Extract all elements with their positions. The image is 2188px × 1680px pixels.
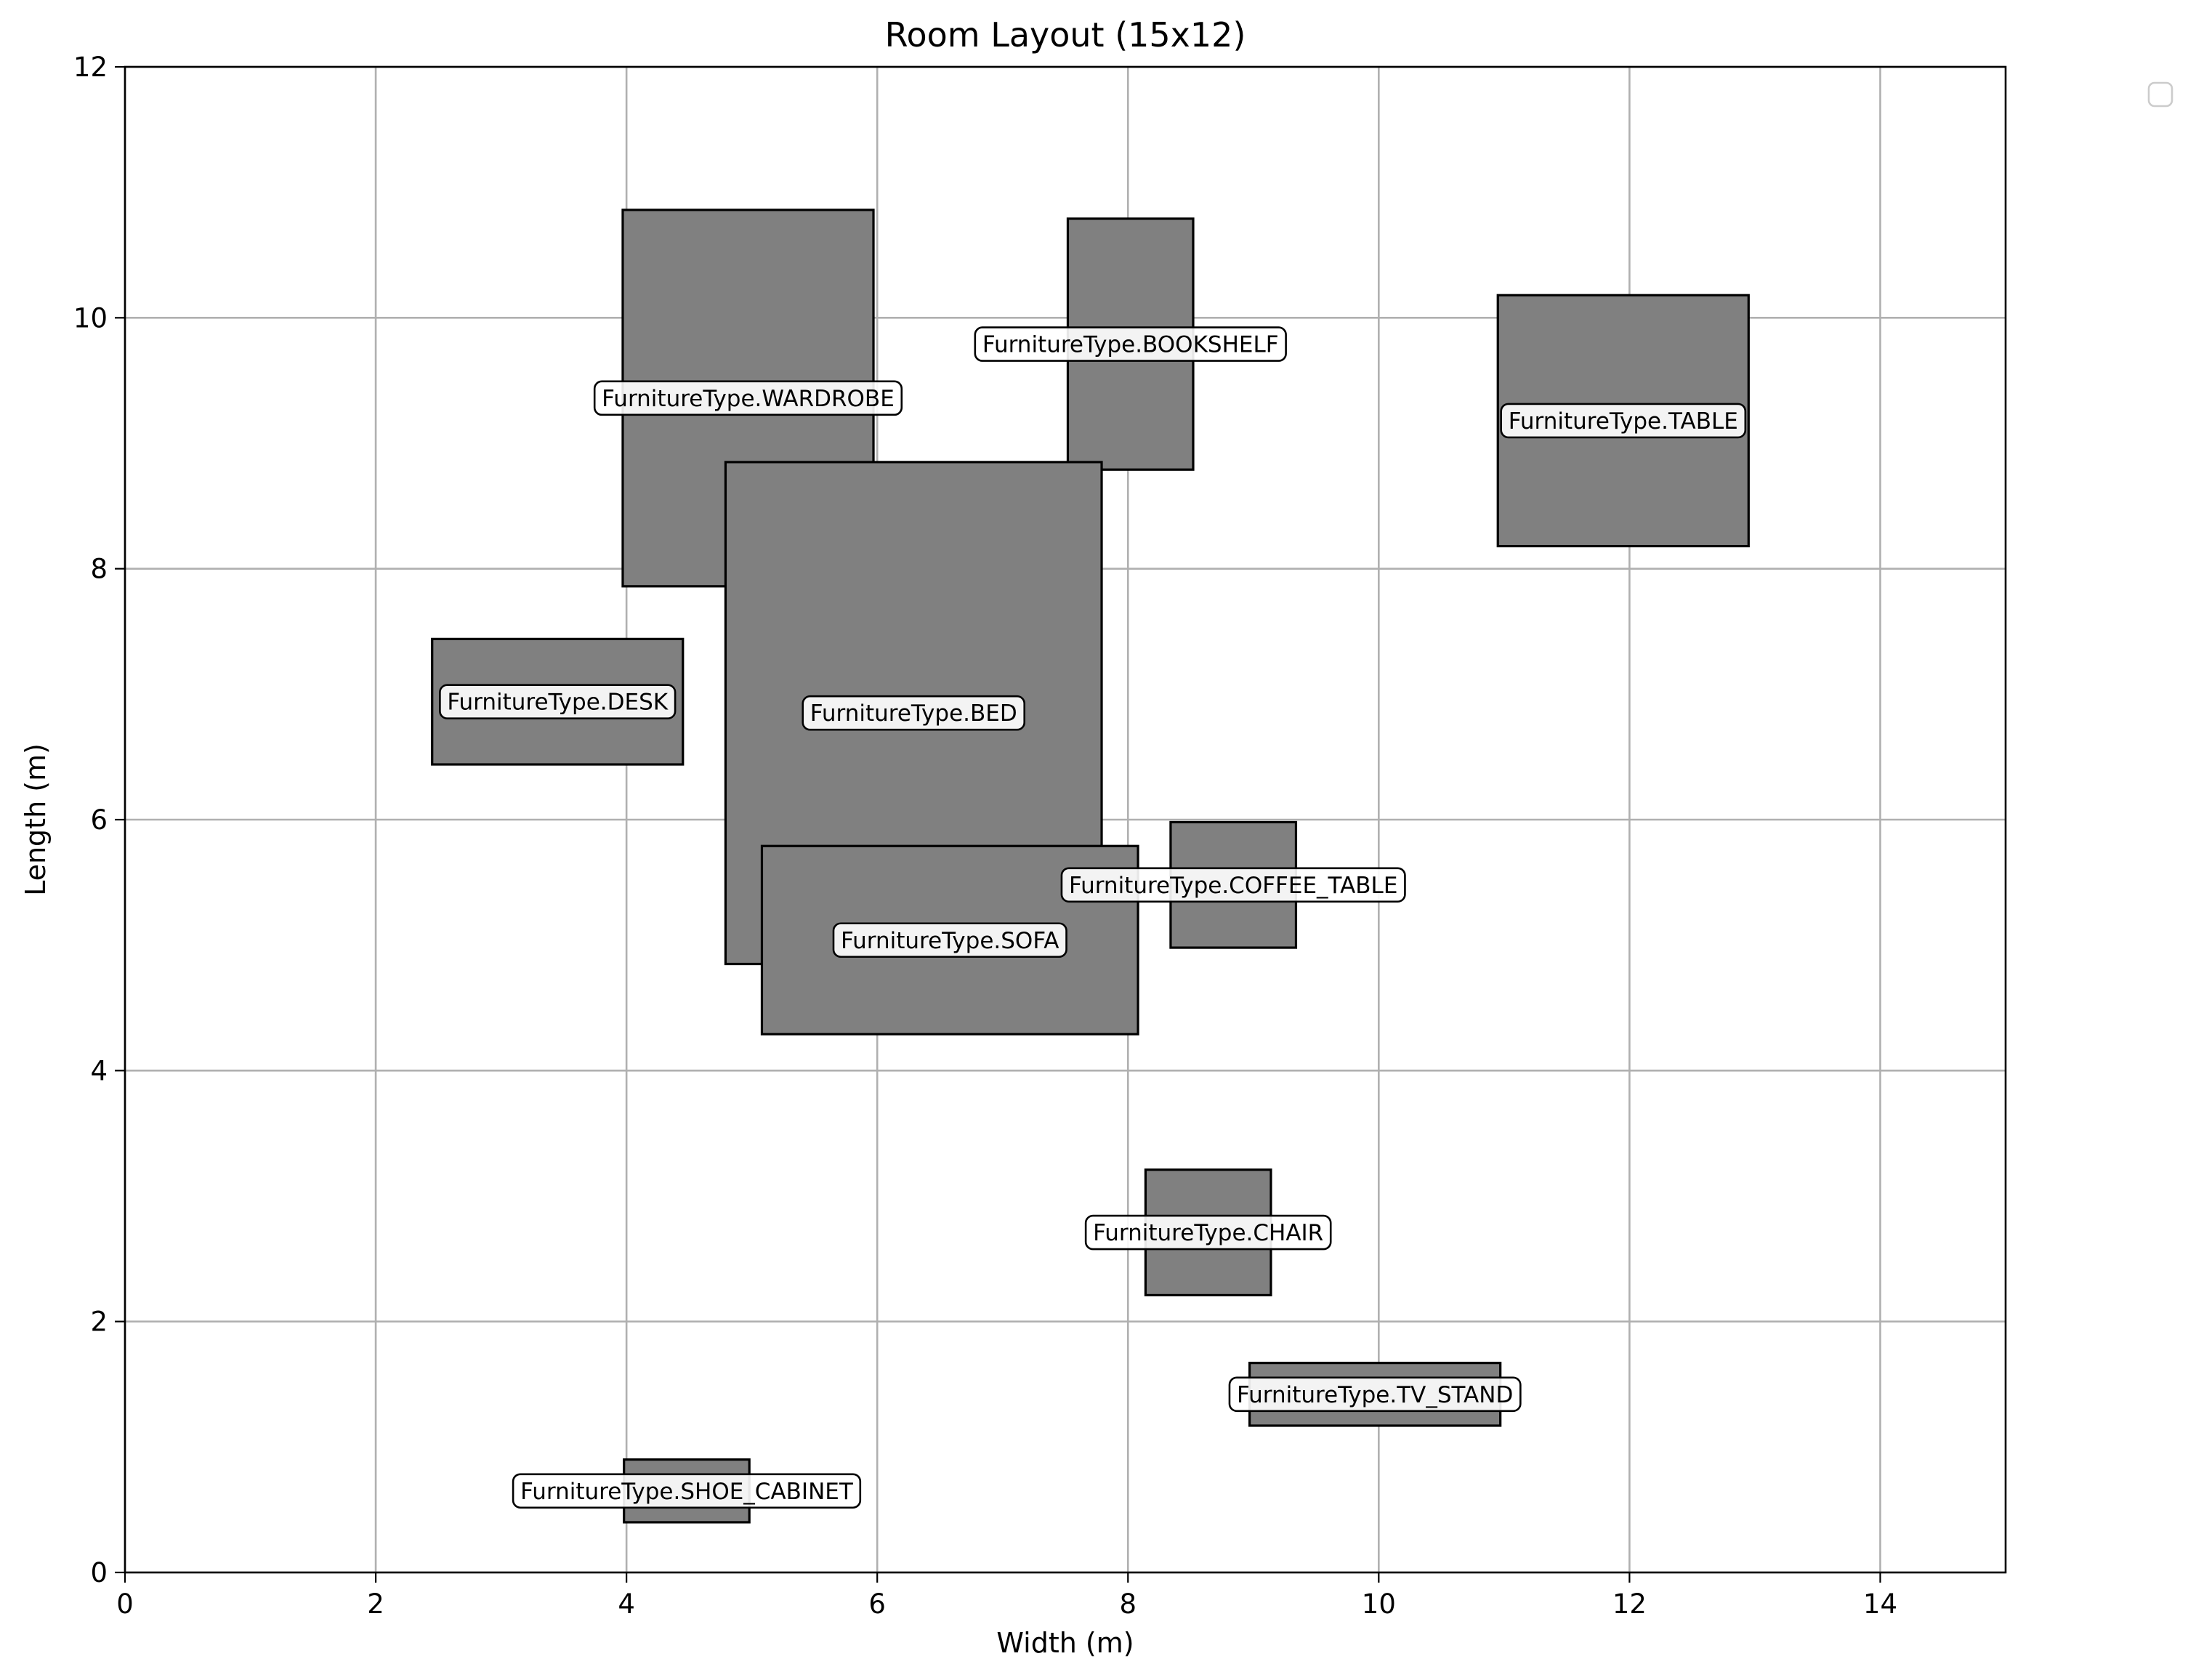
x-axis-label: Width (m) [996, 1627, 1134, 1659]
furniture-label-text: FurnitureType.TV_STAND [1237, 1382, 1513, 1408]
furniture-label: FurnitureType.TABLE [1500, 403, 1747, 439]
x-tick-label: 0 [116, 1588, 134, 1620]
furniture-label: FurnitureType.DESK [439, 684, 677, 719]
furniture-label-box [802, 695, 1026, 731]
furniture-label: FurnitureType.BOOKSHELF [974, 326, 1287, 362]
furniture-label: FurnitureType.TV_STAND [1228, 1376, 1522, 1413]
legend-box [2147, 81, 2173, 108]
x-tick-label: 8 [1119, 1588, 1137, 1620]
y-tick-label: 2 [90, 1307, 108, 1338]
furniture-label-box [439, 684, 677, 719]
furniture-labels: FurnitureType.WARDROBE FurnitureType.BOOK… [439, 326, 1747, 1509]
furniture-label: FurnitureType.SHOE_CABINET [512, 1473, 862, 1509]
furniture-label-box [593, 380, 903, 416]
y-tick-label: 10 [73, 302, 108, 334]
x-tick-label: 2 [367, 1588, 384, 1620]
x-tick-label: 10 [1362, 1588, 1396, 1620]
furniture-label: FurnitureType.WARDROBE [593, 380, 903, 416]
y-tick-label: 6 [90, 804, 108, 836]
furniture-label: FurnitureType.CHAIR [1084, 1214, 1332, 1251]
furniture-label-text: FurnitureType.SOFA [841, 928, 1059, 954]
y-tick-label: 12 [73, 52, 108, 83]
furniture-label-box [512, 1473, 862, 1509]
furniture-label-text: FurnitureType.COFFEE_TABLE [1069, 873, 1397, 899]
furniture-label-text: FurnitureType.TABLE [1509, 408, 1738, 435]
axis-ticks: 0 2 4 6 8 10 12 14 0 2 4 6 8 10 12 [73, 52, 1897, 1620]
furniture-label-box [1060, 867, 1406, 903]
furniture-label-box [1500, 403, 1747, 439]
furniture-label-text: FurnitureType.BED [810, 700, 1017, 727]
furniture-label-text: FurnitureType.CHAIR [1093, 1220, 1323, 1246]
y-axis-label: Length (m) [20, 743, 52, 896]
furniture-label-text: FurnitureType.DESK [447, 690, 668, 716]
furniture-label: FurnitureType.BED [802, 695, 1026, 731]
furniture-label-text: FurnitureType.SHOE_CABINET [520, 1479, 854, 1505]
furniture-label-box [1228, 1376, 1522, 1413]
furniture-label-text: FurnitureType.WARDROBE [602, 386, 895, 412]
furniture-label-text: FurnitureType.BOOKSHELF [982, 332, 1279, 358]
y-tick-label: 8 [90, 554, 108, 585]
furniture-label-box [832, 922, 1067, 958]
x-tick-label: 14 [1863, 1588, 1897, 1620]
furniture-label: FurnitureType.COFFEE_TABLE [1060, 867, 1406, 903]
furniture-label-box [974, 326, 1287, 362]
chart-title: Room Layout (15x12) [885, 15, 1246, 54]
y-tick-label: 4 [90, 1055, 108, 1086]
furniture-label-box [1084, 1214, 1332, 1251]
x-tick-label: 12 [1612, 1588, 1647, 1620]
y-tick-label: 0 [90, 1557, 108, 1588]
x-tick-label: 4 [618, 1588, 635, 1620]
furniture-label: FurnitureType.SOFA [832, 922, 1067, 958]
x-tick-label: 6 [868, 1588, 886, 1620]
